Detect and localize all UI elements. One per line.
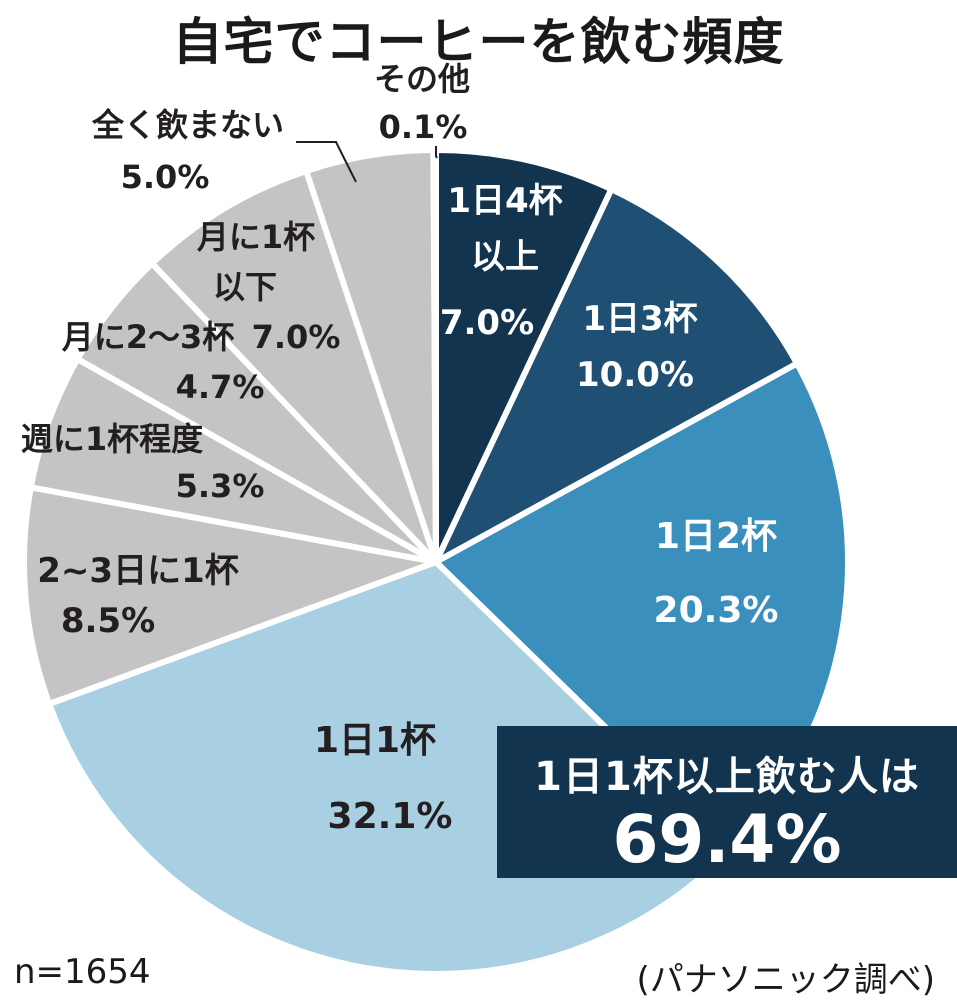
pie-slice (149, 167, 439, 565)
slice-category-label: 週に1杯程度 (21, 420, 203, 458)
slice-category-label: その他 (374, 60, 470, 98)
leader-line (435, 146, 438, 159)
callout-text: 1日1杯以上飲む人は (534, 754, 920, 800)
slice-value-label: 10.0% (576, 355, 694, 395)
slice-category-label: 1日2杯 (655, 516, 777, 557)
summary-callout: 1日1杯以上飲む人は 69.4% (497, 726, 957, 878)
slice-value-label: 4.7% (176, 368, 265, 406)
slice-value-label: 8.5% (61, 601, 155, 641)
pie-slice (430, 147, 439, 565)
slice-value-label: 0.1% (379, 108, 468, 146)
slice-category-label: 2~3日に1杯 (37, 551, 238, 591)
callout-value: 69.4% (612, 801, 842, 878)
pie-slice (433, 147, 615, 565)
slice-category-label: 全く飲まない (91, 106, 284, 144)
pie-slice (433, 186, 801, 565)
pie-slice (21, 484, 439, 707)
slice-category-label: 1日1杯 (314, 720, 436, 761)
pie-slices (21, 147, 851, 977)
slice-category-label: 1日4杯 (447, 181, 562, 221)
slice-value-label: 32.1% (328, 796, 453, 837)
slice-value-label: 7.0% (440, 303, 534, 343)
slice-category-label: 月に1杯 (197, 218, 315, 256)
chart-title: 自宅でコーヒーを飲む頻度 (172, 13, 785, 71)
leader-line (296, 141, 357, 183)
slice-value-label: 20.3% (654, 590, 779, 631)
leader-lines (296, 141, 438, 183)
source-note: (パナソニック調べ) (636, 960, 935, 1000)
slice-category-label: 1日3杯 (582, 299, 697, 339)
slice-value-label: 7.0% (252, 318, 341, 356)
slice-value-label: 5.0% (121, 158, 210, 196)
slice-value-label: 5.3% (176, 467, 265, 505)
slice-category-label: 以上 (471, 237, 539, 277)
slice-category-label: 以下 (213, 268, 277, 306)
slice-category-label: 月に2～3杯 (62, 318, 235, 356)
sample-size-note: n=1654 (14, 952, 151, 992)
